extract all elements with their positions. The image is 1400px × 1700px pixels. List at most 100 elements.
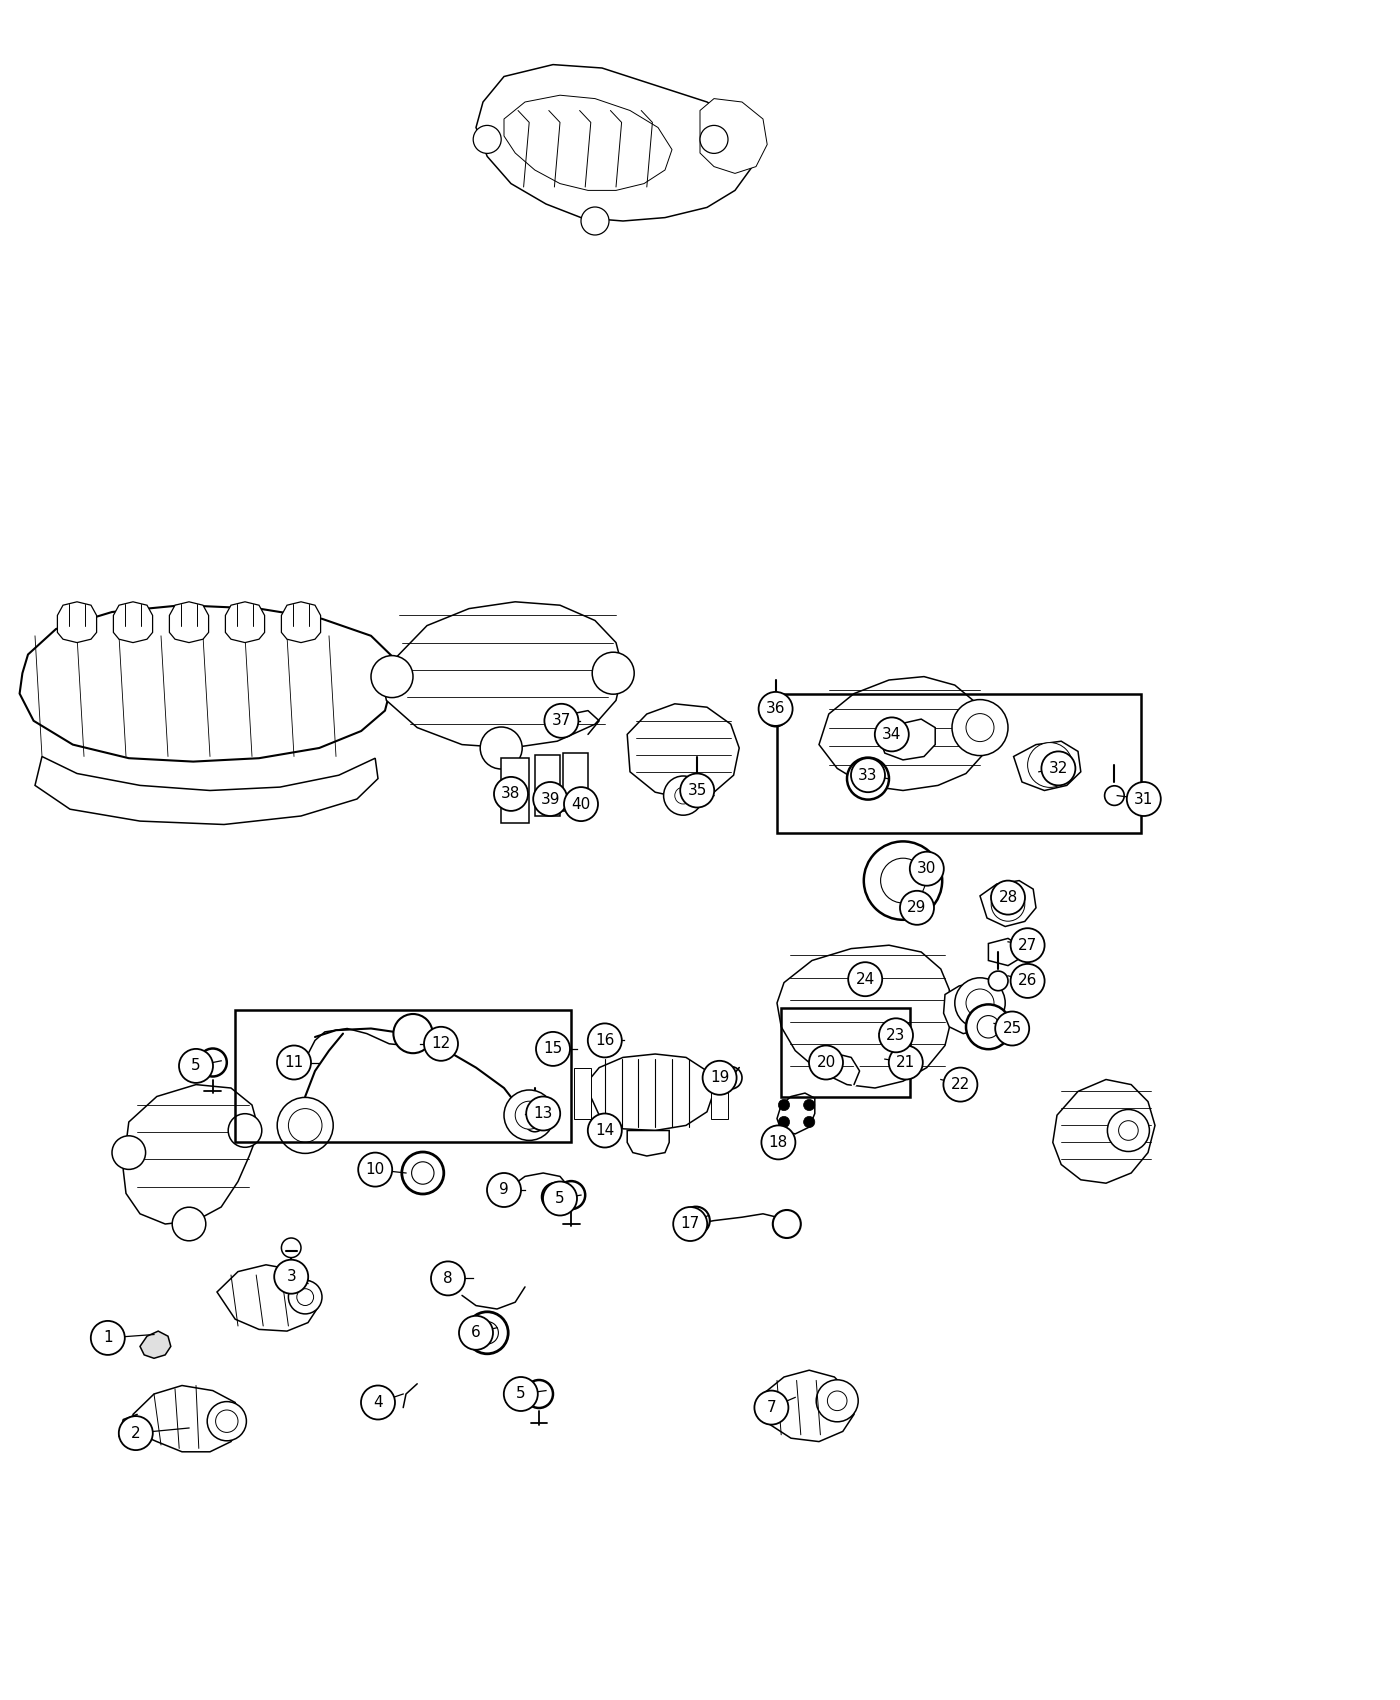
Polygon shape	[476, 65, 756, 221]
Polygon shape	[133, 1386, 241, 1452]
Circle shape	[393, 1013, 433, 1054]
Circle shape	[804, 1100, 815, 1110]
Circle shape	[848, 962, 882, 996]
Text: 27: 27	[1018, 938, 1037, 952]
Bar	[777, 694, 1141, 833]
Polygon shape	[700, 99, 767, 173]
Text: 38: 38	[501, 787, 521, 801]
Circle shape	[988, 971, 1008, 991]
Circle shape	[112, 1136, 146, 1170]
Polygon shape	[113, 602, 153, 643]
Circle shape	[172, 1207, 206, 1241]
Polygon shape	[1053, 1080, 1155, 1183]
Circle shape	[592, 653, 634, 694]
Circle shape	[504, 1090, 554, 1141]
Circle shape	[827, 1391, 847, 1411]
Text: 28: 28	[998, 891, 1018, 904]
Text: 36: 36	[766, 702, 785, 716]
Bar	[781, 1008, 910, 1096]
Circle shape	[1127, 782, 1161, 816]
Circle shape	[762, 1125, 795, 1159]
Circle shape	[991, 887, 1025, 921]
Circle shape	[759, 692, 792, 726]
Circle shape	[228, 1114, 262, 1148]
Polygon shape	[627, 1130, 669, 1156]
Circle shape	[216, 1409, 238, 1433]
Circle shape	[952, 700, 1008, 755]
Text: 5: 5	[517, 1387, 525, 1401]
Circle shape	[966, 989, 994, 1017]
Circle shape	[207, 1401, 246, 1442]
Circle shape	[977, 1015, 1000, 1039]
Bar	[501, 758, 529, 823]
Circle shape	[581, 207, 609, 235]
Circle shape	[526, 1096, 560, 1130]
Circle shape	[274, 1260, 308, 1294]
Circle shape	[588, 1023, 622, 1057]
Text: 5: 5	[556, 1192, 564, 1205]
Text: 2: 2	[132, 1426, 140, 1440]
Text: 34: 34	[882, 728, 902, 741]
Circle shape	[358, 1153, 392, 1187]
Polygon shape	[225, 602, 265, 643]
Circle shape	[564, 787, 598, 821]
Text: 11: 11	[284, 1056, 304, 1069]
Circle shape	[545, 704, 578, 738]
Polygon shape	[57, 602, 97, 643]
Circle shape	[466, 1312, 508, 1353]
Text: 35: 35	[687, 784, 707, 797]
Circle shape	[900, 891, 934, 925]
Text: 10: 10	[365, 1163, 385, 1176]
Circle shape	[682, 1207, 710, 1234]
Circle shape	[889, 1046, 923, 1080]
Circle shape	[778, 1117, 790, 1127]
Polygon shape	[381, 602, 623, 748]
Circle shape	[119, 1416, 153, 1450]
Text: 32: 32	[1049, 762, 1068, 775]
Circle shape	[1119, 1120, 1138, 1141]
Circle shape	[542, 1183, 570, 1210]
Circle shape	[91, 1321, 125, 1355]
Circle shape	[494, 777, 528, 811]
Circle shape	[288, 1280, 322, 1314]
Circle shape	[1011, 928, 1044, 962]
Text: 29: 29	[907, 901, 927, 915]
Text: 18: 18	[769, 1136, 788, 1149]
Text: 37: 37	[552, 714, 571, 728]
Circle shape	[361, 1386, 395, 1420]
Circle shape	[412, 1161, 434, 1185]
Circle shape	[804, 1117, 815, 1127]
Text: 12: 12	[431, 1037, 451, 1051]
Polygon shape	[944, 983, 994, 1034]
Circle shape	[525, 1380, 553, 1408]
Circle shape	[809, 1046, 843, 1080]
Circle shape	[431, 1261, 465, 1295]
Polygon shape	[123, 1085, 259, 1224]
Text: 33: 33	[858, 768, 878, 782]
Text: 26: 26	[1018, 974, 1037, 988]
Bar	[574, 1068, 591, 1119]
Circle shape	[955, 977, 1005, 1028]
Polygon shape	[585, 1054, 714, 1130]
Text: 19: 19	[710, 1071, 729, 1085]
Text: 3: 3	[287, 1270, 295, 1284]
Circle shape	[543, 1182, 577, 1216]
Circle shape	[703, 1061, 736, 1095]
Circle shape	[816, 1380, 858, 1421]
Circle shape	[847, 758, 889, 799]
Circle shape	[297, 1289, 314, 1306]
Bar	[235, 1010, 571, 1142]
Bar	[535, 755, 560, 816]
Text: 16: 16	[595, 1034, 615, 1047]
Text: 1: 1	[104, 1331, 112, 1345]
Circle shape	[476, 1321, 498, 1345]
Circle shape	[1105, 785, 1124, 806]
Circle shape	[533, 782, 567, 816]
Circle shape	[459, 1316, 493, 1350]
Text: 23: 23	[886, 1028, 906, 1042]
Circle shape	[686, 779, 708, 802]
Circle shape	[879, 1018, 913, 1052]
Polygon shape	[169, 602, 209, 643]
Polygon shape	[140, 1331, 171, 1358]
Text: 24: 24	[855, 972, 875, 986]
